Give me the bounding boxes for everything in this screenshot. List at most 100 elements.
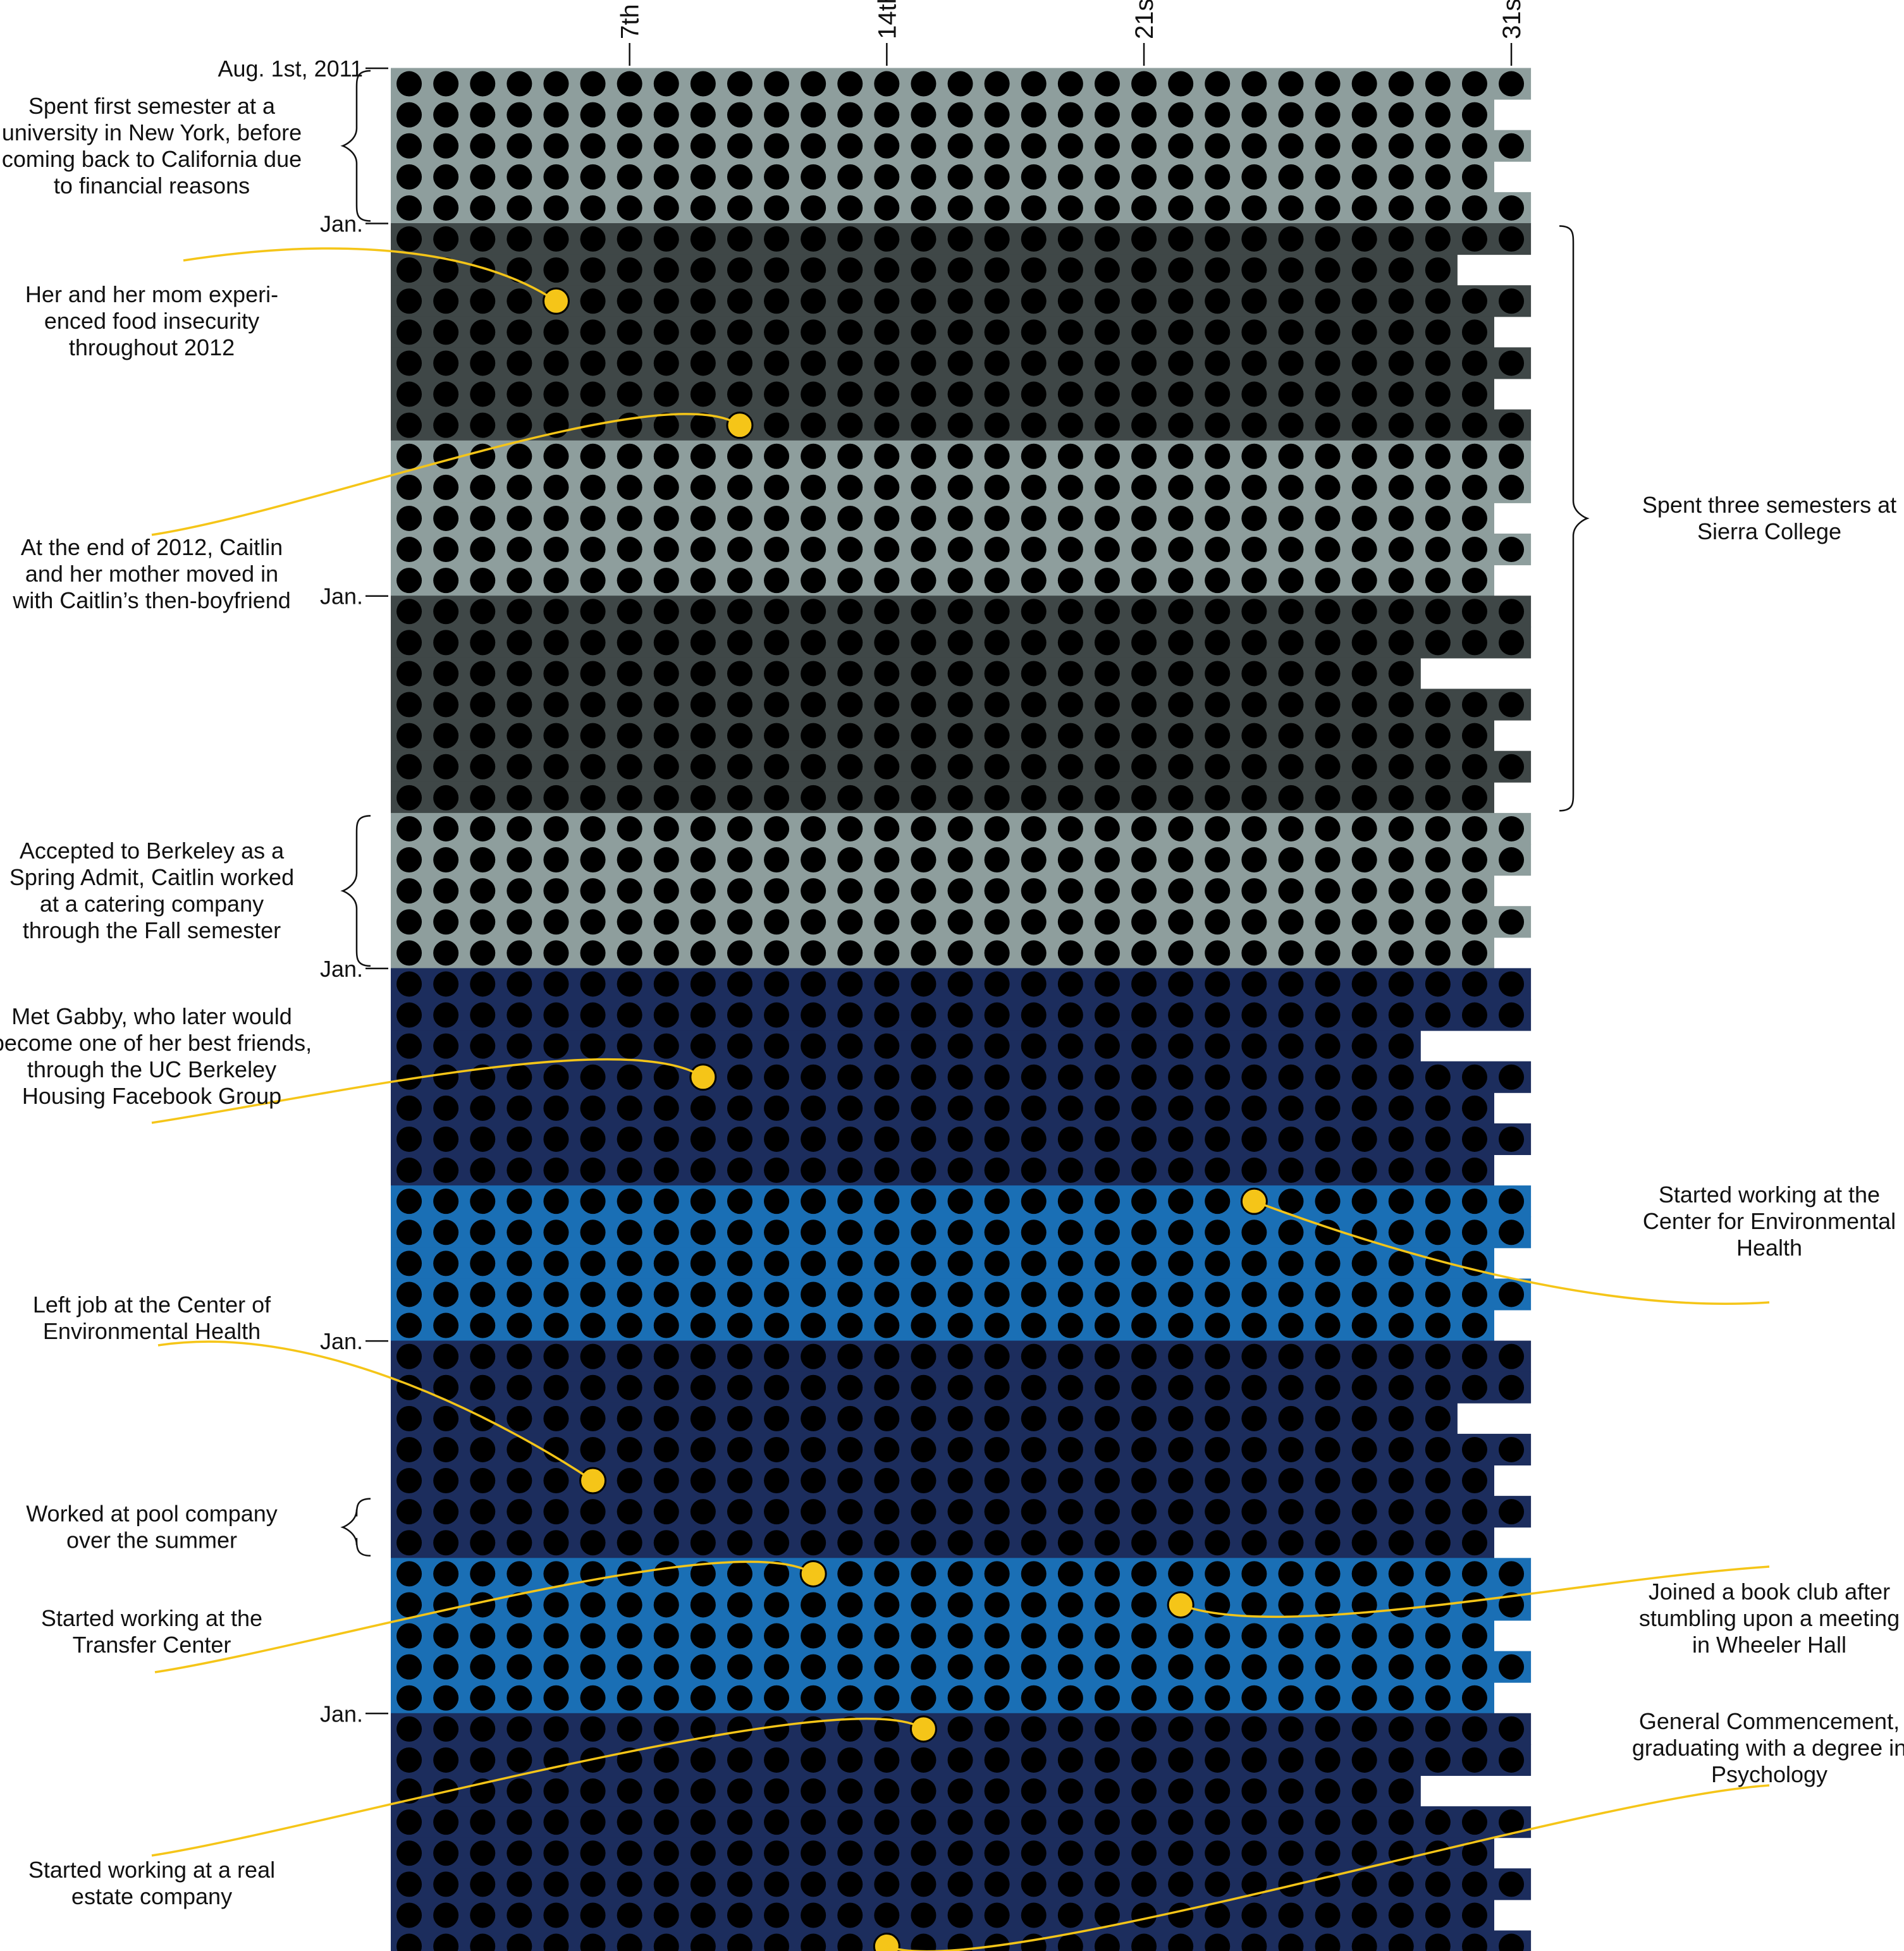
day-dot (984, 785, 1010, 810)
day-dot (396, 1840, 422, 1866)
day-dot (837, 1561, 863, 1587)
day-dot (1461, 940, 1487, 966)
day-dot (1461, 971, 1487, 997)
day-dot (874, 288, 900, 314)
day-dot (1388, 878, 1414, 904)
day-dot (470, 1468, 496, 1494)
day-dot (947, 350, 973, 376)
event-note-text: Transfer Center (73, 1632, 231, 1658)
day-dot (1461, 1499, 1487, 1525)
day-dot (653, 1033, 679, 1059)
day-dot (653, 1561, 679, 1587)
day-dot (1499, 1281, 1525, 1307)
day-dot (984, 692, 1010, 718)
day-dot (1499, 1654, 1525, 1680)
day-dot (1241, 1747, 1267, 1773)
day-dot (617, 1809, 642, 1835)
day-dot (874, 1158, 900, 1183)
day-dots (396, 71, 1525, 1951)
day-dot (1021, 1095, 1047, 1121)
day-dot (396, 785, 422, 810)
day-dot (433, 599, 459, 625)
day-dot (396, 443, 422, 469)
day-dot (1315, 692, 1341, 718)
day-dot (764, 1343, 790, 1369)
day-dot (396, 754, 422, 780)
day-dot (1499, 1064, 1525, 1090)
day-dot (1205, 630, 1231, 656)
day-dot (874, 723, 900, 749)
day-dot (580, 1158, 606, 1183)
day-dot (1094, 412, 1120, 438)
day-dot (1351, 754, 1377, 780)
day-dot (507, 1189, 532, 1214)
day-dot (1021, 878, 1047, 904)
day-dot (1315, 878, 1341, 904)
day-dot (801, 661, 826, 687)
day-dot (1057, 971, 1083, 997)
day-dot (1057, 1033, 1083, 1059)
day-dot (470, 226, 496, 252)
day-dot (1168, 1158, 1194, 1183)
day-dot (1241, 257, 1267, 283)
day-dot (1315, 1468, 1341, 1494)
day-dot (470, 195, 496, 221)
day-dot (1315, 785, 1341, 810)
day-dot (1388, 1189, 1414, 1214)
day-dot (396, 1220, 422, 1245)
day-dot (727, 1685, 752, 1711)
day-dot (1021, 1809, 1047, 1835)
day-dot (1278, 1468, 1304, 1494)
day-dot (947, 692, 973, 718)
day-dot (396, 1499, 422, 1525)
day-dot (1241, 630, 1267, 656)
day-dot (874, 1747, 900, 1773)
day-dot (690, 1436, 716, 1462)
day-dot (1241, 940, 1267, 966)
day-dot (1168, 1405, 1194, 1431)
day-dot (396, 1747, 422, 1773)
day-dot (433, 1499, 459, 1525)
day-dot (1057, 1499, 1083, 1525)
day-dot (1461, 164, 1487, 190)
day-dot (911, 1033, 937, 1059)
day-dot (690, 1343, 716, 1369)
day-dot (1241, 319, 1267, 345)
day-dot (1168, 1902, 1194, 1928)
day-dot (1131, 1312, 1157, 1338)
day-dot (947, 412, 973, 438)
day-dot (1094, 505, 1120, 531)
day-dot (1315, 102, 1341, 128)
day-dot (690, 971, 716, 997)
day-dot (1315, 1312, 1341, 1338)
day-dot (1278, 630, 1304, 656)
day-dot (1278, 1002, 1304, 1028)
day-dot (653, 1002, 679, 1028)
day-dot (1461, 1220, 1487, 1245)
day-dot (1205, 1778, 1231, 1804)
day-dot (1315, 630, 1341, 656)
day-dot (1205, 1685, 1231, 1711)
day-dot (1351, 257, 1377, 283)
day-dot (1021, 1220, 1047, 1245)
day-dot (580, 1871, 606, 1897)
day-dot (1351, 1871, 1377, 1897)
day-dot (1057, 133, 1083, 159)
day-dot (396, 1064, 422, 1090)
day-dot (1425, 1064, 1451, 1090)
day-dot (617, 71, 642, 97)
day-dot (653, 971, 679, 997)
month-band (391, 99, 1494, 131)
day-dot (1021, 1002, 1047, 1028)
day-dot (1131, 288, 1157, 314)
day-dot (837, 288, 863, 314)
day-dot (984, 1220, 1010, 1245)
day-dot (947, 319, 973, 345)
day-dot (433, 1592, 459, 1618)
day-dot (1388, 1747, 1414, 1773)
day-dot (507, 381, 532, 407)
day-dot (874, 692, 900, 718)
day-dot (947, 537, 973, 563)
day-dot (433, 257, 459, 283)
day-dot (911, 1840, 937, 1866)
